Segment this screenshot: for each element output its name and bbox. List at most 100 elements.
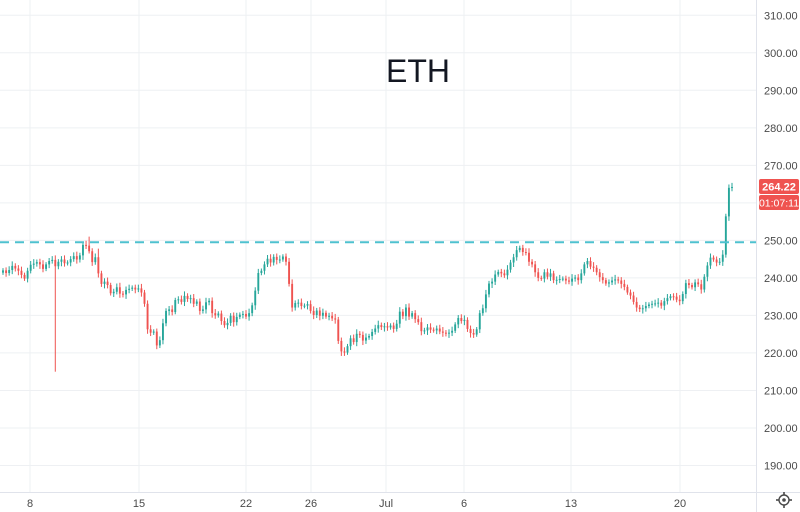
y-tick-label: 240.00 [764,273,798,285]
candle-body [23,274,26,279]
candle-body [488,283,490,295]
candle-body [312,310,315,316]
time-axis: 8 15 22 26 Jul 6 13 20 [27,498,686,510]
candle-body [205,302,207,310]
candle-body [417,319,420,323]
candle-body [494,274,497,282]
candle-body [217,313,220,316]
candle-body [155,331,158,346]
candle-body [454,324,457,331]
candle-body [727,187,730,217]
x-tick-label: 22 [240,498,252,510]
candle-body [171,309,174,313]
candle-body [128,288,131,290]
last-price-tag-bg [759,179,799,195]
candle-body [531,261,534,265]
candle-body [491,281,494,284]
candle-body [497,271,500,275]
candle-body [325,312,327,317]
candle-body [174,300,177,313]
candle-body [404,307,407,317]
candle-body [561,278,564,280]
candle-body [697,282,700,285]
candle-body [288,261,291,284]
candle-body [266,258,269,265]
y-tick-label: 270.00 [764,160,798,172]
candle-body [189,298,192,300]
candle-body [444,332,447,334]
y-tick-label: 230.00 [764,310,798,322]
candle-body [731,187,733,189]
candle-body [177,299,180,301]
candle-body [395,323,398,329]
candle-body [614,279,617,281]
candle-body [232,315,235,323]
candle-body [580,273,583,281]
settings-gear-icon[interactable] [776,492,792,508]
x-tick-label: 6 [461,498,467,510]
candle-body [687,283,690,286]
candle-body [125,289,127,295]
candle-body [66,262,69,264]
candle-body [558,279,561,281]
candle-body [564,278,567,281]
candle-body [632,295,635,302]
candle-body [361,334,364,341]
candle-body [254,290,257,306]
candle-body [195,301,198,304]
candle-body [515,250,518,258]
candle-body [398,311,401,324]
candle-body [724,216,727,255]
candle-body [38,262,41,265]
candle-body [371,331,374,337]
candle-body [503,273,506,276]
candle-body [623,283,626,287]
candle-body [401,311,404,317]
candle-body [223,321,226,326]
candle-body [647,304,650,307]
candle-body [549,273,552,277]
candle-body [214,313,217,316]
candle-body [429,327,432,330]
candle-body [469,328,472,334]
candle-body [574,277,577,279]
candle-body [17,268,20,271]
candle-body [521,247,524,253]
candle-body [278,259,281,261]
x-tick-label: Jul [379,498,393,510]
candle-body [75,256,78,260]
candle-body [423,330,426,332]
candle-body [35,262,38,264]
candle-body [432,329,435,331]
candle-body [540,277,543,279]
candle-body [684,283,687,295]
candle-body [97,257,100,274]
candle-body [260,270,263,274]
candle-body [604,280,607,284]
candle-body [435,328,438,331]
candle-body [380,325,383,328]
candle-body [635,301,638,308]
candle-body [303,305,306,307]
candle-body [26,270,29,279]
candle-body [506,269,509,276]
y-tick-label: 300.00 [764,48,798,60]
y-tick-label: 290.00 [764,85,798,97]
candle-body [82,244,84,256]
candle-body [63,259,66,264]
candle-body [131,287,134,289]
candle-body [346,346,349,353]
candle-body [457,318,460,325]
candle-body [460,318,463,322]
x-tick-label: 20 [674,498,686,510]
candle-body [48,261,51,265]
last-price-label: 264.22 [762,182,796,194]
countdown-tag-bg [759,195,799,211]
candle-body [669,296,672,299]
candle-body [438,328,441,332]
candle-body [235,316,238,323]
candle-body [29,264,32,271]
candle-body [475,329,478,335]
